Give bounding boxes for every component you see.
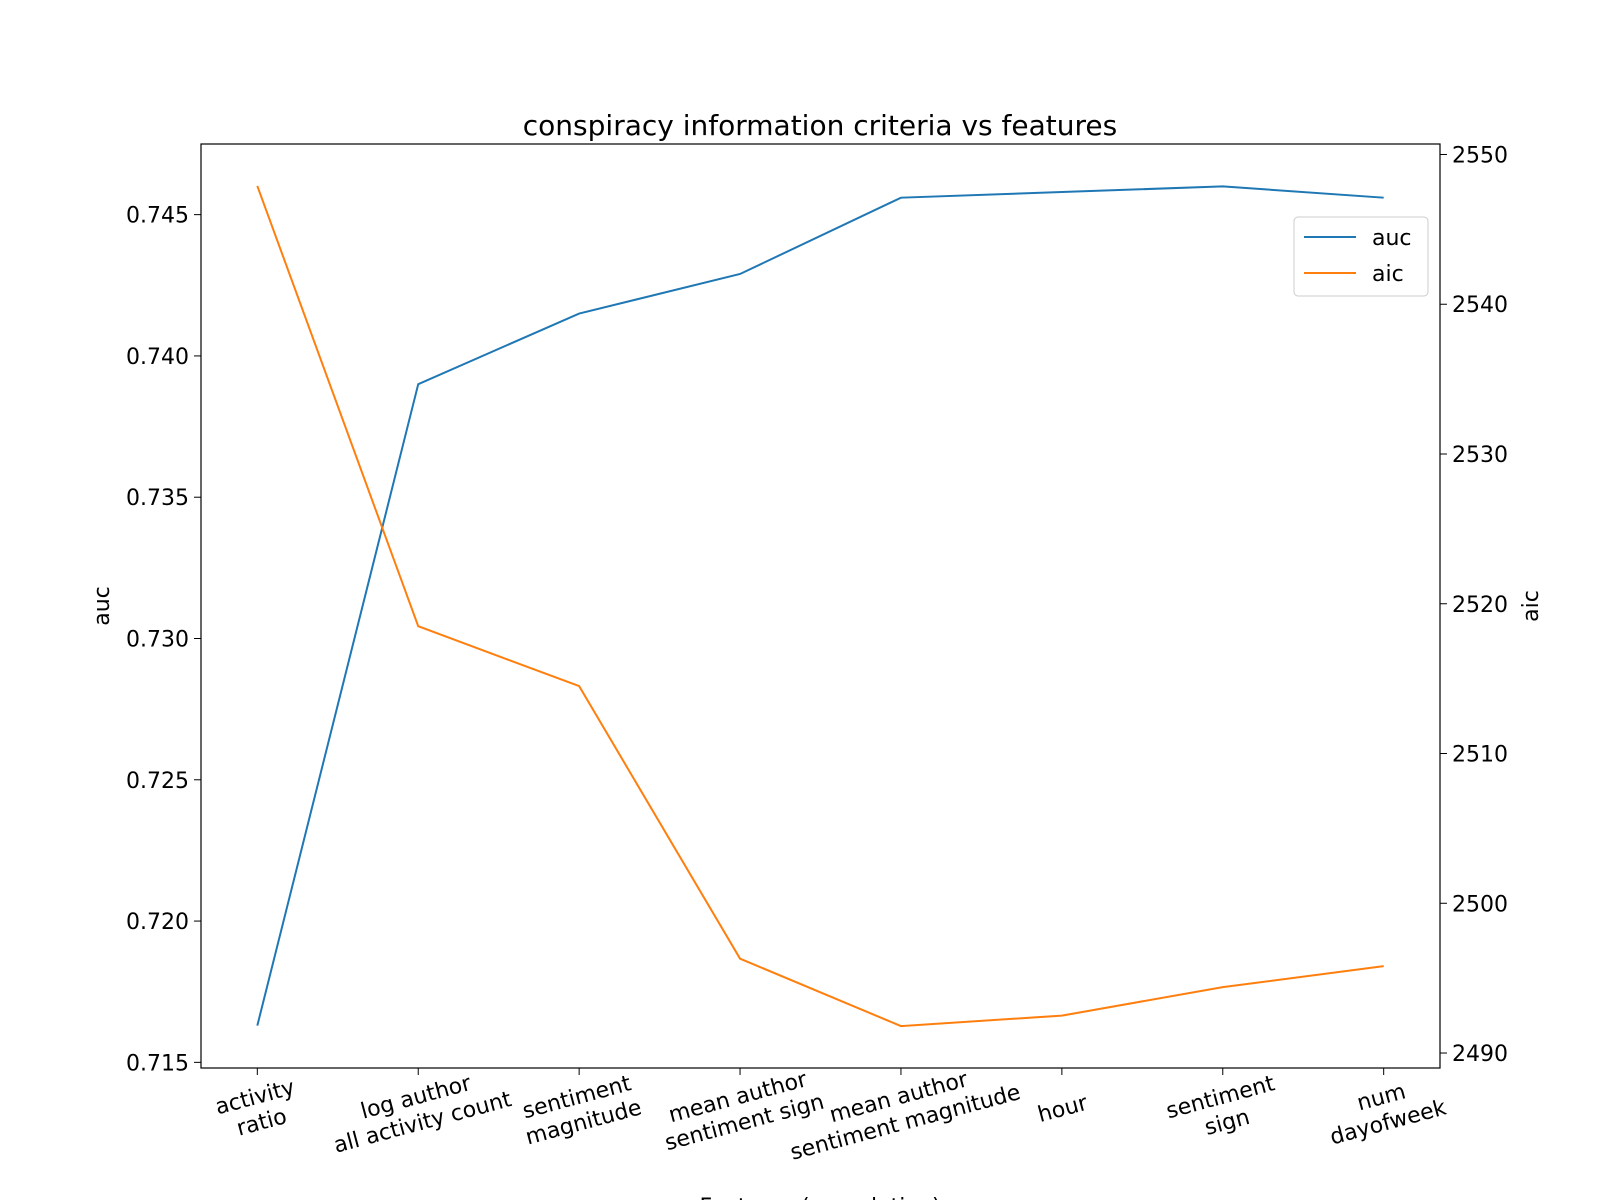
y2-tick-label: 2500: [1452, 892, 1508, 917]
y2-tick-label: 2550: [1452, 143, 1508, 168]
plot-area: [200, 143, 1441, 1069]
y-tick-label: 0.740: [126, 345, 189, 370]
x-tick-label: hour: [1035, 1091, 1091, 1128]
y2-tick-label: 2520: [1452, 593, 1508, 618]
y-tick-label: 0.735: [126, 486, 189, 511]
y-tick-label: 0.725: [126, 769, 189, 794]
line-series: [256, 185, 1384, 1028]
line-series: [256, 185, 1384, 1026]
legend-label: aic: [1372, 262, 1404, 287]
y2-tick-label: 2540: [1452, 293, 1508, 318]
y-axis-label: auc: [90, 586, 115, 626]
x-tick-label: activityratio: [213, 1075, 305, 1145]
y2-tick-label: 2530: [1452, 443, 1508, 468]
y-tick-label: 0.730: [126, 627, 189, 652]
y2-tick-label: 2510: [1452, 743, 1508, 768]
x-tick-label: sentimentmagnitude: [516, 1070, 644, 1150]
y-tick-label: 0.745: [126, 204, 189, 229]
x-tick-label: sentimentsign: [1164, 1071, 1285, 1149]
x-tick-label: numdayofweek: [1321, 1070, 1449, 1150]
y-tick-label: 0.720: [126, 910, 189, 935]
chart-title: conspiracy information criteria vs featu…: [523, 109, 1117, 142]
y2-tick-label: 2490: [1452, 1042, 1508, 1067]
y-tick-label: 0.715: [126, 1051, 189, 1076]
x-axis-label: Features (cumulative): [699, 1195, 940, 1200]
x-tick-label: log authorall activity count: [324, 1062, 514, 1159]
legend-label: auc: [1372, 226, 1412, 251]
y2-axis-label: aic: [1519, 590, 1544, 622]
